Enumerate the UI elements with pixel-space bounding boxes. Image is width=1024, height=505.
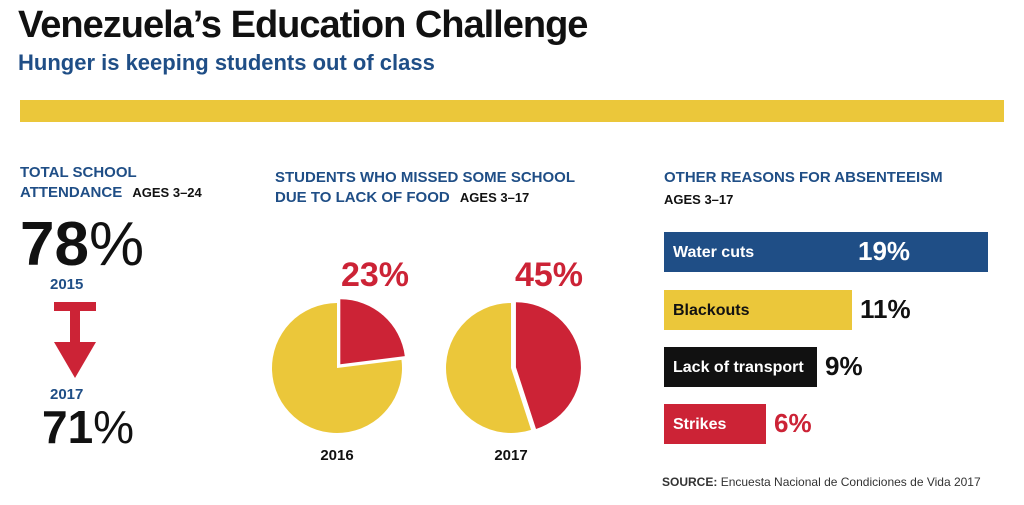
- source-text: Encuesta Nacional de Condiciones de Vida…: [720, 475, 981, 489]
- pie-slice: [340, 299, 405, 365]
- missed-ages: AGES 3–17: [459, 190, 530, 205]
- pie-year-label: 2017: [494, 447, 527, 460]
- pie-year-label: 2016: [320, 447, 353, 460]
- attendance-2017-year: 2017: [50, 386, 84, 403]
- source-label: SOURCE:: [662, 475, 718, 489]
- bar-blackouts: Blackouts: [664, 290, 852, 330]
- reasons-bar-chart: Water cuts 19% Blackouts 11% Lack of transpo…: [664, 232, 1014, 452]
- attendance-2015-number: 78: [20, 210, 89, 279]
- bar-category-label: Blackouts: [673, 302, 750, 319]
- missed-heading-line1: STUDENTS WHO MISSED SOME SCHOOL: [275, 169, 576, 186]
- pie-charts: 23% 2016 45% 2017: [272, 256, 583, 460]
- bar-value-label: 19%: [858, 236, 911, 266]
- attendance-2017-percent: %: [93, 401, 135, 453]
- bar-value-label: 9%: [825, 351, 863, 381]
- bar-value-label: 11%: [860, 294, 911, 324]
- attendance-heading-line1: TOTAL SCHOOL: [20, 164, 137, 181]
- bar-lack-of-transport: Lack of transport: [664, 347, 817, 387]
- bar-strikes: Strikes: [664, 404, 766, 444]
- bar-water-cuts: Water cuts: [664, 232, 988, 272]
- attendance-2017-number: 71: [42, 401, 94, 453]
- attendance-2015-percent: %: [88, 210, 145, 279]
- attendance-heading-line2: ATTENDANCE: [20, 184, 123, 201]
- bar-category-label: Lack of transport: [673, 359, 804, 376]
- pie-slice: [446, 303, 532, 433]
- attendance-2015-value: 78%: [20, 210, 144, 280]
- reasons-heading: OTHER REASONS FOR ABSENTEEISM: [664, 169, 943, 186]
- pie-value-label: 45%: [515, 256, 583, 294]
- reasons-ages: AGES 3–17: [664, 192, 734, 207]
- pie-slice: [515, 302, 581, 430]
- attendance-heading: TOTAL SCHOOL ATTENDANCE AGES 3–24: [20, 163, 202, 203]
- missed-heading-line2: DUE TO LACK OF FOOD: [275, 189, 450, 206]
- missed-heading: STUDENTS WHO MISSED SOME SCHOOL DUE TO L…: [275, 168, 575, 208]
- attendance-ages: AGES 3–24: [132, 185, 202, 200]
- attendance-2017-value: 71%: [42, 400, 134, 454]
- bar-category-label: Strikes: [673, 416, 727, 433]
- pie-value-label: 23%: [341, 256, 409, 294]
- attendance-2015-year: 2015: [50, 276, 84, 293]
- bar-category-label: Water cuts: [673, 244, 755, 261]
- bar-value-label: 6%: [774, 408, 812, 438]
- source-note: SOURCE: Encuesta Nacional de Condiciones…: [662, 475, 981, 489]
- page-subtitle: Hunger is keeping students out of class: [18, 50, 435, 75]
- yellow-divider-band: [20, 100, 1004, 122]
- pie-slice: [272, 303, 402, 433]
- page-title: Venezuela’s Education Challenge: [18, 4, 588, 46]
- down-arrow-icon: [54, 302, 96, 378]
